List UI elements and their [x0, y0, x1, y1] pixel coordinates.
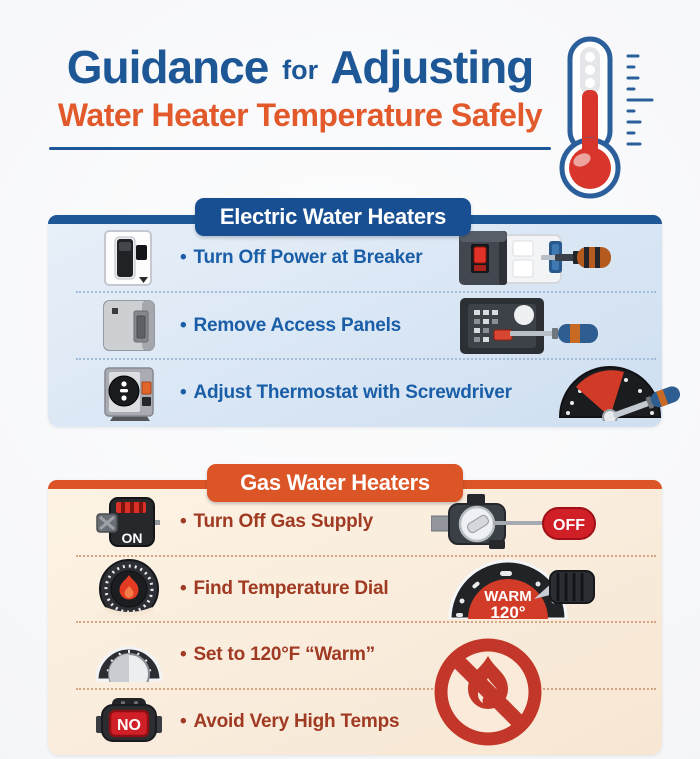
svg-text:OFF: OFF: [553, 517, 585, 534]
no-flame-prohibition-icon: [434, 638, 542, 746]
step-label: • Turn Off Gas Supply: [180, 511, 373, 533]
step-label: • Set to 120°F “Warm”: [180, 644, 375, 666]
knob-dial-icon: [95, 646, 163, 683]
electric-step-row-1: • Turn Off Power at Breaker: [48, 224, 662, 293]
svg-text:120°: 120°: [490, 603, 525, 619]
svg-text:ON: ON: [122, 530, 143, 546]
breaker-screwdriver-illustration: [458, 230, 611, 285]
title-underline: [49, 146, 551, 150]
step-label: • Adjust Thermostat with Screwdriver: [180, 382, 512, 404]
bullet: •: [180, 710, 187, 732]
svg-text:WARM: WARM: [484, 588, 532, 605]
svg-text:NO: NO: [117, 717, 141, 734]
electric-section-panel: • Turn Off Power at Breaker: [48, 215, 680, 427]
bullet: •: [180, 382, 187, 404]
bullet: •: [180, 246, 187, 268]
access-panel-icon: [103, 299, 155, 351]
gas-step-row-2: • Find Temperature Dial WARM 120°: [48, 556, 662, 623]
gas-step-row-4: NO • Avoid Very High Temps: [48, 689, 662, 756]
gas-valve-on-icon: ON: [96, 497, 160, 548]
electric-step-row-2: • Remove Access Panels: [48, 292, 662, 361]
flame-dial-icon: [97, 558, 161, 619]
gas-section-panel: ON • Turn Off Gas Supply OFF: [48, 480, 662, 755]
gas-step-row-3: • Set to 120°F “Warm”: [48, 622, 662, 689]
gauge-screwdriver-illustration: [558, 366, 680, 422]
bullet: •: [180, 644, 187, 666]
bullet: •: [180, 314, 187, 336]
gas-step-row-1: ON • Turn Off Gas Supply OFF: [48, 489, 662, 556]
breaker-switch-icon: [104, 229, 152, 286]
bullet: •: [180, 511, 187, 533]
panel-screwdriver-illustration: [460, 297, 598, 354]
title-word-adjusting: Adjusting: [330, 41, 534, 93]
step-label: • Avoid Very High Temps: [180, 710, 400, 732]
title-word-for: for: [282, 55, 319, 85]
poster-header: Guidance for Adjusting Water Heater Temp…: [26, 41, 574, 150]
step-label: • Turn Off Power at Breaker: [180, 246, 423, 268]
electric-step-row-3: • Adjust Thermostat with Screwdriver: [48, 359, 680, 427]
gas-section-header: Gas Water Heaters: [207, 464, 463, 502]
title-word-guidance: Guidance: [66, 41, 270, 93]
electric-section-header: Electric Water Heaters: [195, 198, 471, 236]
thermostat-icon: [104, 367, 154, 422]
title-line2: Water Heater Temperature Safely: [57, 96, 543, 133]
thermometer-icon: [559, 36, 654, 199]
bullet: •: [180, 577, 187, 599]
step-label: • Remove Access Panels: [180, 314, 402, 336]
no-device-icon: NO: [96, 697, 162, 742]
gas-valve-off-illustration: OFF: [431, 494, 596, 550]
step-label: • Find Temperature Dial: [180, 577, 389, 599]
title-line1: Guidance for Adjusting: [26, 41, 574, 93]
warm-dial-illustration: WARM 120°: [448, 559, 595, 619]
